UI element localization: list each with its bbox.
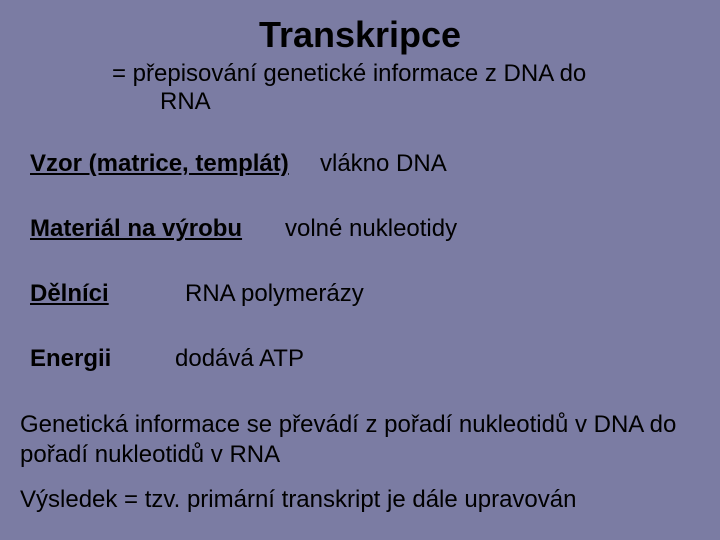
- row-material-value: volné nukleotidy: [285, 215, 457, 243]
- row-material-label: Materiál na výrobu: [30, 215, 242, 243]
- row-energii-value: dodává ATP: [175, 345, 304, 373]
- row-energii-label: Energii: [30, 345, 111, 373]
- paragraph-2: Výsledek = tzv. primární transkript je d…: [20, 485, 700, 515]
- paragraph-1: Genetická informace se převádí z pořadí …: [20, 410, 700, 470]
- row-delnici-label: Dělníci: [30, 280, 109, 308]
- slide: Transkripce = přepisování genetické info…: [0, 0, 720, 540]
- subtitle-line1: = přepisování genetické informace z DNA …: [112, 60, 586, 88]
- row-vzor-value: vlákno DNA: [320, 150, 447, 178]
- row-vzor-label: Vzor (matrice, templát): [30, 150, 289, 178]
- subtitle-line2: RNA: [160, 88, 211, 116]
- slide-title: Transkripce: [0, 14, 720, 56]
- row-delnici-value: RNA polymerázy: [185, 280, 364, 308]
